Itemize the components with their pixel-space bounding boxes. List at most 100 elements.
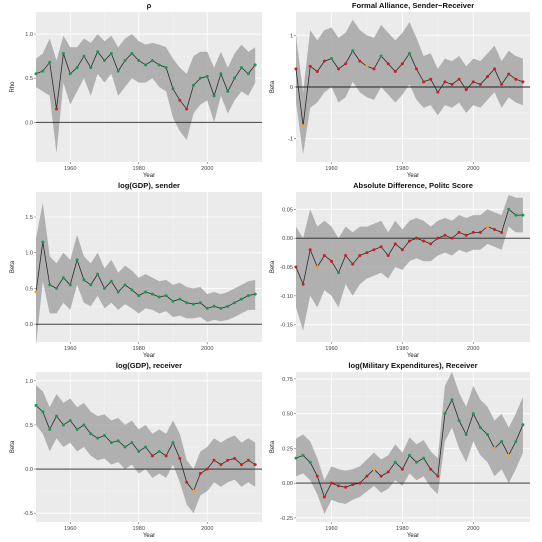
data-point [219, 306, 223, 310]
data-point [68, 72, 72, 76]
y-axis-label: Beta [10, 440, 16, 453]
data-point [493, 67, 497, 71]
data-point [301, 124, 305, 128]
data-point [400, 62, 404, 66]
data-point [212, 458, 216, 462]
data-point [344, 485, 348, 489]
data-point [239, 463, 243, 467]
data-point [521, 423, 525, 427]
data-point [407, 239, 411, 243]
y-tick-label: 0.5 [25, 286, 33, 292]
data-point [89, 432, 93, 436]
x-tick-label: 1980 [396, 526, 408, 532]
x-tick-label: 1980 [133, 526, 145, 532]
y-tick-label: 1.0 [25, 251, 33, 257]
data-point [478, 230, 482, 234]
data-point [308, 248, 312, 252]
data-point [393, 460, 397, 464]
data-point [41, 69, 45, 73]
data-point [471, 412, 475, 416]
data-point [75, 66, 79, 70]
data-point [422, 239, 426, 243]
data-point [379, 245, 383, 249]
data-point [351, 262, 355, 266]
data-point [415, 67, 419, 71]
data-point [514, 77, 518, 81]
data-point [137, 449, 141, 453]
x-tick-label: 2000 [467, 526, 479, 532]
data-point [315, 474, 319, 478]
data-point [315, 69, 319, 73]
data-point [157, 449, 161, 453]
data-point [337, 484, 341, 488]
confidence-band [296, 19, 523, 155]
data-point [226, 89, 230, 93]
y-tick-label: 1.5 [25, 215, 33, 221]
data-point [226, 304, 230, 308]
x-tick-label: 1960 [325, 346, 337, 352]
data-point [457, 230, 461, 234]
data-point [253, 63, 257, 67]
data-point [178, 98, 182, 102]
data-point [41, 410, 45, 414]
data-point [212, 94, 216, 98]
data-point [344, 253, 348, 257]
data-point [102, 434, 106, 438]
data-point [233, 301, 237, 305]
data-point [150, 292, 154, 296]
data-point [443, 412, 447, 416]
data-point [386, 253, 390, 257]
data-point [500, 439, 504, 443]
data-point [415, 236, 419, 240]
x-axis-label: Year [407, 353, 419, 359]
data-point [205, 467, 209, 471]
data-point [164, 66, 168, 70]
data-point [344, 62, 348, 66]
data-point [246, 458, 250, 462]
y-tick-label: 0.0 [25, 467, 33, 473]
data-point [358, 253, 362, 257]
y-tick-label: -1 [288, 137, 293, 143]
data-point [379, 474, 383, 478]
data-point [171, 87, 175, 91]
x-tick-label: 1980 [396, 166, 408, 172]
chart-title: Absolute Difference, Politc Score [353, 181, 473, 190]
data-point [500, 230, 504, 234]
data-point [358, 481, 362, 485]
data-point [198, 471, 202, 475]
data-point [123, 283, 127, 287]
data-point [329, 259, 333, 263]
data-point [150, 454, 154, 458]
data-point [89, 283, 93, 287]
data-point [464, 433, 468, 436]
data-point [116, 69, 120, 73]
chart-title: Formal Alliance, Sender−Receiver [352, 1, 474, 10]
data-point [443, 233, 447, 237]
x-tick-label: 2000 [201, 346, 213, 352]
data-point [178, 297, 182, 301]
chart-panel-4: 1960 1980 2000 -0.15 -0.10 -0.05 0.00 0.05 Absol… [270, 181, 530, 359]
data-point [109, 279, 113, 283]
data-point [429, 242, 433, 246]
data-point [157, 63, 161, 67]
data-point [68, 419, 72, 423]
x-axis-label: Year [143, 353, 155, 359]
y-tick-label: 0.00 [282, 236, 293, 242]
data-point [68, 283, 72, 287]
data-point [422, 80, 426, 84]
data-point [246, 294, 250, 298]
data-point [55, 107, 59, 111]
data-point [171, 299, 175, 303]
data-point [471, 80, 475, 84]
data-point [130, 441, 134, 445]
data-point [400, 248, 404, 252]
x-tick-label: 1980 [396, 346, 408, 352]
data-point [61, 51, 65, 55]
data-point [96, 436, 100, 440]
data-point [478, 82, 482, 86]
data-point [443, 80, 447, 84]
data-point [294, 67, 298, 71]
y-tick-label: 1 [290, 33, 293, 39]
y-tick-label: -0.5 [23, 511, 33, 517]
data-point [130, 51, 134, 55]
